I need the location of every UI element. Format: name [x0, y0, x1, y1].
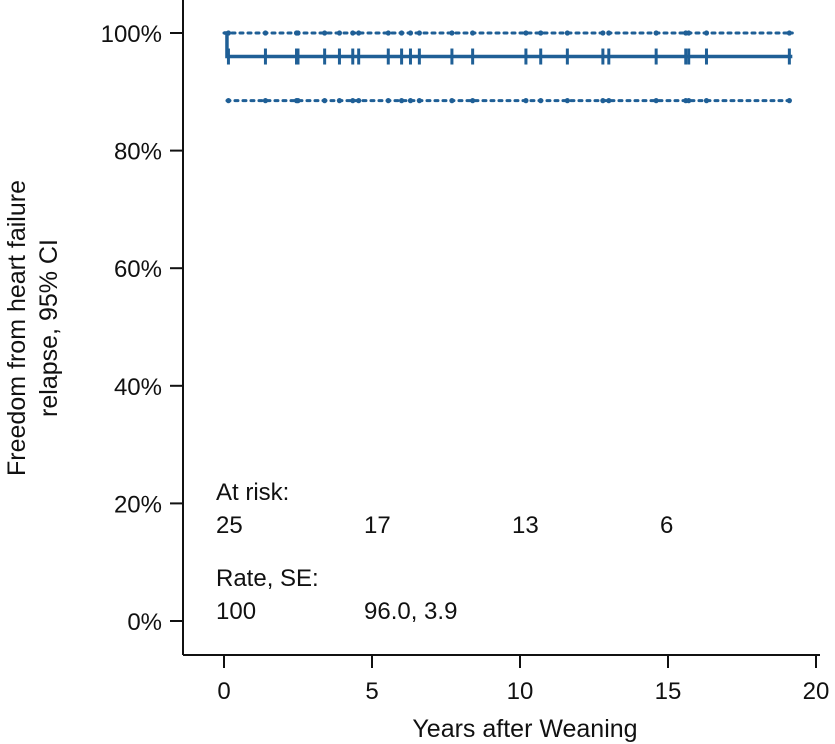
ci-ci_upper-dot-9 [399, 30, 405, 36]
ci-ci_lower-dot-3 [295, 98, 301, 104]
ci-ci_upper-dot-10 [407, 30, 414, 36]
ci-ci_lower-dot-6 [350, 98, 356, 104]
at-risk-value-3: 6 [660, 512, 673, 539]
ci-ci_lower-dot-10 [407, 98, 414, 104]
x-ticks: 0 5 10 15 20 [217, 655, 829, 705]
x-tick-label-0: 0 [217, 678, 230, 705]
x-tick-label-5: 5 [365, 678, 378, 705]
ci-ci_lower-dot-14 [523, 98, 529, 104]
ci-ci_upper-dot-14 [523, 30, 529, 36]
ci-ci_lower-dot-7 [356, 98, 362, 104]
at-risk-value-2: 13 [512, 512, 539, 539]
x-tick-label-15: 15 [655, 678, 682, 705]
ci-ci_upper-dot-19 [653, 30, 659, 36]
censor-marks [226, 48, 791, 65]
ci-ci_lower-dot-16 [564, 98, 570, 104]
ci-ci_upper-dot-13 [470, 30, 476, 36]
ci-ci_lower-dot-9 [399, 98, 405, 104]
ci-ci_upper-dot-8 [385, 30, 391, 36]
y-axis-title-line-2: relapse, 95% CI [35, 239, 63, 417]
ci-ci_upper-dot-22 [703, 30, 710, 36]
ci-ci_upper-dot-5 [336, 30, 343, 36]
ci-ci_lower-dot-1 [262, 98, 269, 104]
ci-ci_lower-dot-15 [538, 98, 544, 104]
ci-ci_lower-dot-12 [449, 98, 455, 104]
y-tick-label-40: 40% [114, 374, 162, 401]
x-tick-label-10: 10 [507, 678, 534, 705]
x-axis-title: Years after Weaning [412, 715, 637, 743]
ci-ci_lower-dot-13 [470, 98, 476, 104]
y-axis-title: Freedom from heart failure relapse, 95% … [3, 180, 63, 476]
ci-ci_upper-dot-3 [295, 30, 301, 36]
ci-ci_lower-dot-18 [606, 98, 612, 104]
ci-ci_upper-dot-12 [449, 30, 455, 36]
y-ticks: 0% 20% 40% 60% 80% 100% [101, 21, 183, 636]
ci-ci_upper-dot-16 [564, 30, 570, 36]
ci-ci_lower-dot-4 [322, 98, 328, 104]
ci-ci_lower-dot-19 [653, 98, 659, 104]
plot-lines [222, 30, 794, 104]
y-axis-title-line-1: Freedom from heart failure [3, 180, 31, 476]
ci-ci_upper-dot-17 [600, 30, 606, 36]
ci-ci_lower-dot-22 [703, 98, 710, 104]
ci-ci_upper-dot-11 [416, 30, 422, 36]
at-risk-value-1: 17 [364, 512, 391, 539]
ci-ci_upper-dot-15 [538, 30, 544, 36]
rate-value-1: 96.0, 3.9 [364, 598, 457, 625]
rate-label: Rate, SE: [216, 565, 319, 592]
ci-ci_upper-dot-7 [356, 30, 362, 36]
ci-ci_upper-dot-1 [262, 30, 269, 36]
ci-ci_upper-dot-18 [606, 30, 612, 36]
ci-ci_lower-dot-0 [225, 98, 232, 104]
x-tick-label-20: 20 [803, 678, 830, 705]
annotations: At risk: 25 17 13 6 Rate, SE: 100 96.0, 3.9 [216, 479, 673, 625]
y-tick-label-0: 0% [127, 609, 162, 636]
ci-ci_upper-dot-0 [225, 30, 232, 36]
ci-ci_lower-dot-17 [600, 98, 606, 104]
ci-ci_lower-dot-5 [336, 98, 343, 104]
ci-ci_upper-dot-4 [322, 30, 328, 36]
ci-ci_upper-dot-23 [786, 30, 792, 36]
rate-value-0: 100 [216, 598, 256, 625]
ci-ci_lower-dot-11 [416, 98, 422, 104]
ci-ci_lower-dot-21 [686, 98, 692, 104]
rate-values: 100 96.0, 3.9 [216, 598, 457, 625]
axes [182, 0, 820, 656]
y-tick-label-20: 20% [114, 491, 162, 518]
ci-ci_upper-dot-21 [686, 30, 692, 36]
ci-ci_upper-dot-6 [350, 30, 356, 36]
ci-ci_lower-dot-23 [786, 98, 792, 104]
at-risk-value-0: 25 [216, 512, 243, 539]
at-risk-values: 25 17 13 6 [216, 512, 673, 539]
y-tick-label-60: 60% [114, 256, 162, 283]
at-risk-label: At risk: [216, 479, 289, 506]
y-tick-label-80: 80% [114, 139, 162, 166]
y-tick-label-100: 100% [101, 21, 162, 48]
ci-ci_lower-dot-8 [385, 98, 391, 104]
